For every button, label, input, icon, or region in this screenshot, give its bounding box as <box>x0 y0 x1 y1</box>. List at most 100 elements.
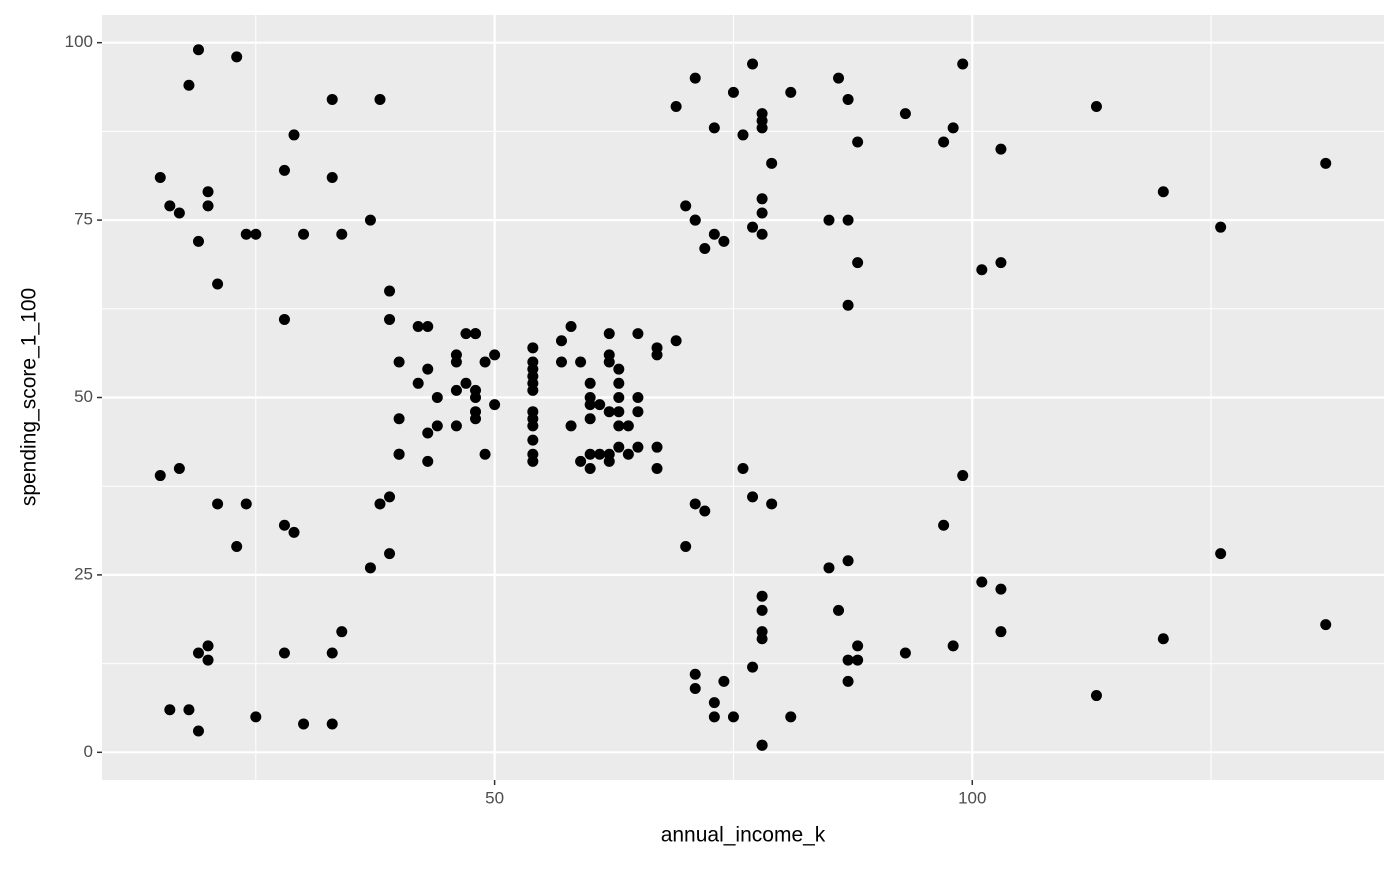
point <box>756 739 768 751</box>
point <box>708 122 720 134</box>
point <box>852 654 864 666</box>
point <box>450 384 462 396</box>
x-axis-title: annual_income_k <box>661 824 826 847</box>
point <box>689 682 701 694</box>
point <box>584 377 596 389</box>
point <box>737 462 749 474</box>
point <box>947 640 959 652</box>
point <box>460 377 472 389</box>
point <box>565 321 577 333</box>
point <box>699 242 711 254</box>
point <box>192 235 204 247</box>
point <box>154 470 166 482</box>
point <box>212 278 224 290</box>
point <box>384 313 396 325</box>
point <box>412 377 424 389</box>
point <box>374 498 386 510</box>
point <box>708 711 720 723</box>
point <box>842 93 854 105</box>
point <box>689 72 701 84</box>
point <box>995 257 1007 269</box>
point <box>747 58 759 70</box>
point <box>173 207 185 219</box>
point <box>852 136 864 148</box>
point <box>756 115 768 127</box>
point <box>565 420 577 432</box>
point <box>995 583 1007 595</box>
y-axis-title: spending_score_1_100 <box>18 288 41 506</box>
point <box>1090 690 1102 702</box>
point <box>670 335 682 347</box>
point <box>527 406 539 418</box>
x-tick-label: 50 <box>485 788 504 807</box>
point <box>288 129 300 141</box>
x-tick-label: 100 <box>958 788 986 807</box>
point <box>833 72 845 84</box>
point <box>842 675 854 687</box>
point <box>393 356 405 368</box>
point <box>957 470 969 482</box>
point <box>212 498 224 510</box>
point <box>278 647 290 659</box>
point <box>250 711 262 723</box>
point <box>689 498 701 510</box>
point <box>374 93 386 105</box>
point <box>450 420 462 432</box>
point <box>651 349 663 361</box>
point <box>431 420 443 432</box>
point <box>202 654 214 666</box>
point <box>1320 157 1332 169</box>
point <box>470 328 482 340</box>
point <box>584 392 596 403</box>
point <box>555 335 567 347</box>
point <box>651 441 663 453</box>
point <box>651 462 663 474</box>
point <box>938 136 950 148</box>
point <box>326 93 338 105</box>
point <box>718 235 730 247</box>
point <box>422 455 434 467</box>
point <box>957 58 969 70</box>
point <box>336 626 348 638</box>
point <box>326 172 338 184</box>
point <box>785 711 797 723</box>
point <box>364 214 376 226</box>
point <box>231 541 243 553</box>
point <box>527 356 539 368</box>
point <box>632 406 644 418</box>
point <box>298 228 310 240</box>
point <box>527 420 539 432</box>
point <box>603 406 615 418</box>
point <box>384 548 396 560</box>
point <box>756 207 768 219</box>
point <box>326 647 338 659</box>
point <box>527 342 539 354</box>
point <box>173 462 185 474</box>
y-tick-label: 50 <box>74 387 93 406</box>
point <box>192 725 204 737</box>
point <box>737 129 749 141</box>
point <box>1215 548 1227 560</box>
point <box>976 264 988 276</box>
point <box>202 640 214 652</box>
point <box>422 427 434 439</box>
point <box>288 526 300 538</box>
point <box>766 157 778 169</box>
point <box>384 491 396 503</box>
point <box>622 420 634 432</box>
point <box>326 718 338 730</box>
point <box>727 86 739 98</box>
point <box>164 704 176 716</box>
point <box>450 356 462 368</box>
point <box>842 654 854 666</box>
y-tick-label: 25 <box>74 564 93 583</box>
point <box>747 491 759 503</box>
point <box>584 462 596 474</box>
point <box>899 647 911 659</box>
point <box>852 640 864 652</box>
point <box>613 406 625 418</box>
point <box>575 455 587 467</box>
point <box>412 321 424 333</box>
